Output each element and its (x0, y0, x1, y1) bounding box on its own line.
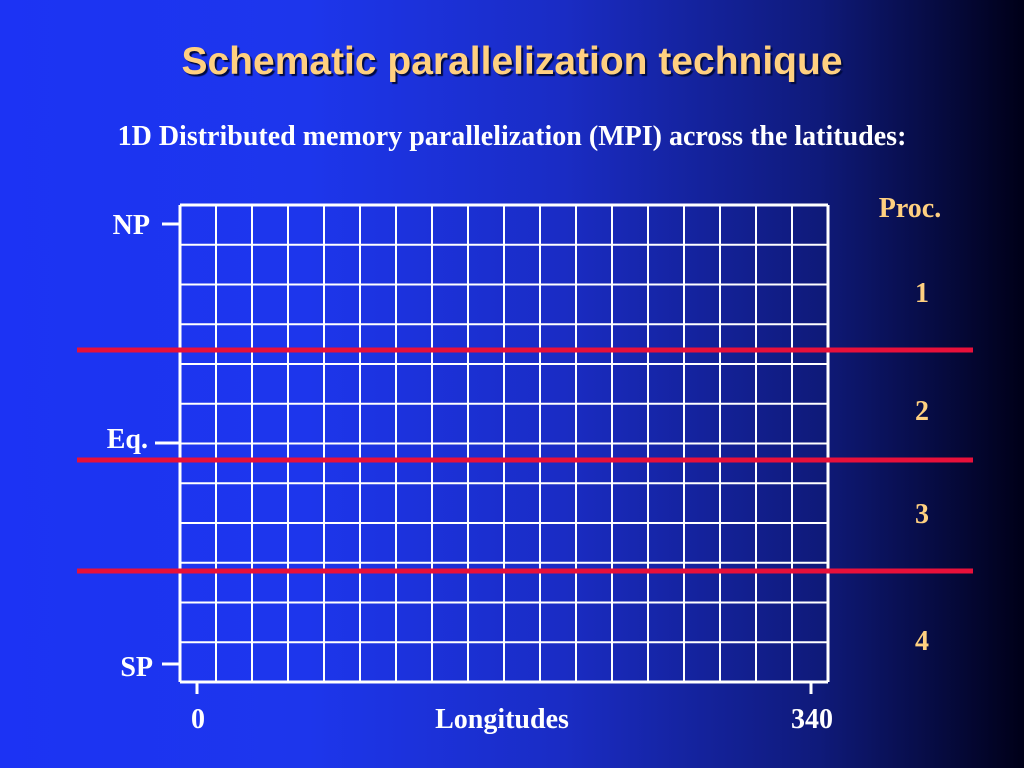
x-axis-label: Longitudes (435, 704, 569, 735)
x-axis-max-label: 340 (791, 704, 833, 735)
proc-label-2: 2 (915, 396, 929, 427)
latitude-longitude-grid (178, 203, 830, 684)
proc-label-1: 1 (915, 278, 929, 309)
proc-label-4: 4 (915, 626, 929, 657)
x-axis-min-label: 0 (191, 704, 205, 735)
label-north-pole: NP (113, 210, 150, 241)
slide-subtitle: 1D Distributed memory parallelization (M… (117, 121, 907, 152)
proc-label-3: 3 (915, 499, 929, 530)
slide-title: Schematic parallelization technique (181, 40, 843, 83)
label-equator: Eq. (107, 424, 148, 455)
label-south-pole: SP (120, 652, 153, 683)
proc-header: Proc. (879, 193, 941, 224)
